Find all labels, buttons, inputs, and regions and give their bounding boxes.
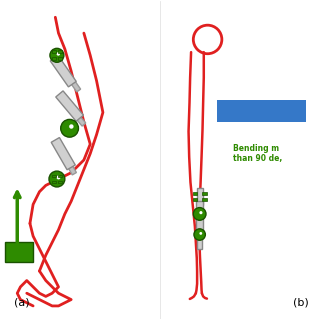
Bar bbox=[52, 57, 56, 60]
Bar bbox=[202, 198, 207, 201]
Polygon shape bbox=[50, 55, 76, 87]
Bar bbox=[58, 57, 62, 60]
Bar bbox=[52, 50, 56, 53]
Polygon shape bbox=[197, 188, 203, 205]
Bar bbox=[4, 243, 33, 261]
Polygon shape bbox=[198, 202, 201, 214]
Bar bbox=[58, 175, 62, 177]
Bar bbox=[193, 198, 197, 201]
Bar bbox=[202, 192, 207, 195]
Bar bbox=[52, 175, 56, 177]
Bar bbox=[58, 181, 62, 183]
Circle shape bbox=[69, 124, 74, 129]
Bar bbox=[52, 181, 56, 183]
Circle shape bbox=[199, 232, 202, 235]
Polygon shape bbox=[62, 99, 86, 126]
Circle shape bbox=[57, 175, 60, 180]
Circle shape bbox=[49, 171, 65, 187]
Bar bbox=[58, 50, 62, 53]
Polygon shape bbox=[198, 219, 201, 231]
Circle shape bbox=[57, 52, 60, 56]
Polygon shape bbox=[51, 138, 75, 170]
Polygon shape bbox=[197, 233, 202, 249]
Circle shape bbox=[61, 119, 78, 137]
Polygon shape bbox=[56, 145, 76, 175]
Polygon shape bbox=[196, 217, 203, 233]
Polygon shape bbox=[196, 201, 203, 216]
Circle shape bbox=[194, 229, 205, 240]
Circle shape bbox=[50, 48, 64, 62]
Text: (b): (b) bbox=[293, 298, 309, 308]
Bar bbox=[217, 100, 306, 122]
Circle shape bbox=[193, 208, 206, 220]
Text: Bending m
than 90 de,: Bending m than 90 de, bbox=[233, 144, 282, 163]
Bar bbox=[193, 192, 197, 195]
Circle shape bbox=[199, 211, 203, 214]
Polygon shape bbox=[59, 63, 81, 92]
Text: (a): (a) bbox=[14, 298, 30, 308]
Polygon shape bbox=[56, 91, 84, 121]
